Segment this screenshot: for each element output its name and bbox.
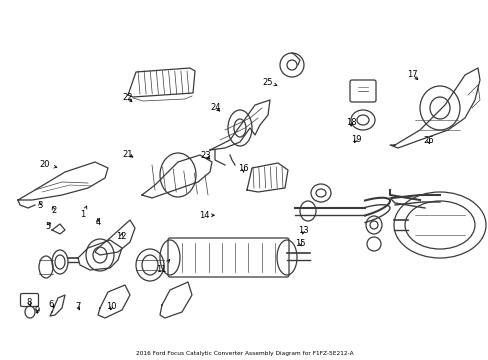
Text: 9: 9 bbox=[35, 306, 40, 315]
Text: 12: 12 bbox=[116, 233, 126, 242]
Text: 22: 22 bbox=[122, 94, 133, 102]
Text: 14: 14 bbox=[199, 211, 214, 220]
Text: 18: 18 bbox=[345, 118, 356, 127]
Text: 1: 1 bbox=[81, 206, 87, 219]
Text: 24: 24 bbox=[209, 103, 220, 112]
Text: 21: 21 bbox=[122, 150, 133, 158]
Text: 16: 16 bbox=[238, 164, 248, 173]
Text: 6: 6 bbox=[49, 300, 54, 309]
Text: 10: 10 bbox=[106, 302, 117, 311]
Text: 2: 2 bbox=[51, 206, 56, 215]
Text: 17: 17 bbox=[407, 71, 417, 80]
Text: 4: 4 bbox=[95, 218, 100, 227]
Text: 20: 20 bbox=[40, 161, 57, 169]
Text: 19: 19 bbox=[350, 135, 361, 144]
Text: 2016 Ford Focus Catalytic Converter Assembly Diagram for F1FZ-5E212-A: 2016 Ford Focus Catalytic Converter Asse… bbox=[135, 351, 353, 356]
Text: 26: 26 bbox=[422, 136, 433, 145]
Text: 13: 13 bbox=[297, 226, 308, 235]
Text: 7: 7 bbox=[76, 302, 81, 311]
Text: 8: 8 bbox=[27, 298, 32, 307]
Text: 15: 15 bbox=[294, 239, 305, 248]
Text: 23: 23 bbox=[200, 151, 210, 160]
Text: 11: 11 bbox=[156, 260, 169, 274]
Text: 3: 3 bbox=[38, 201, 42, 210]
Text: 25: 25 bbox=[262, 77, 276, 86]
Text: 5: 5 bbox=[45, 222, 50, 231]
